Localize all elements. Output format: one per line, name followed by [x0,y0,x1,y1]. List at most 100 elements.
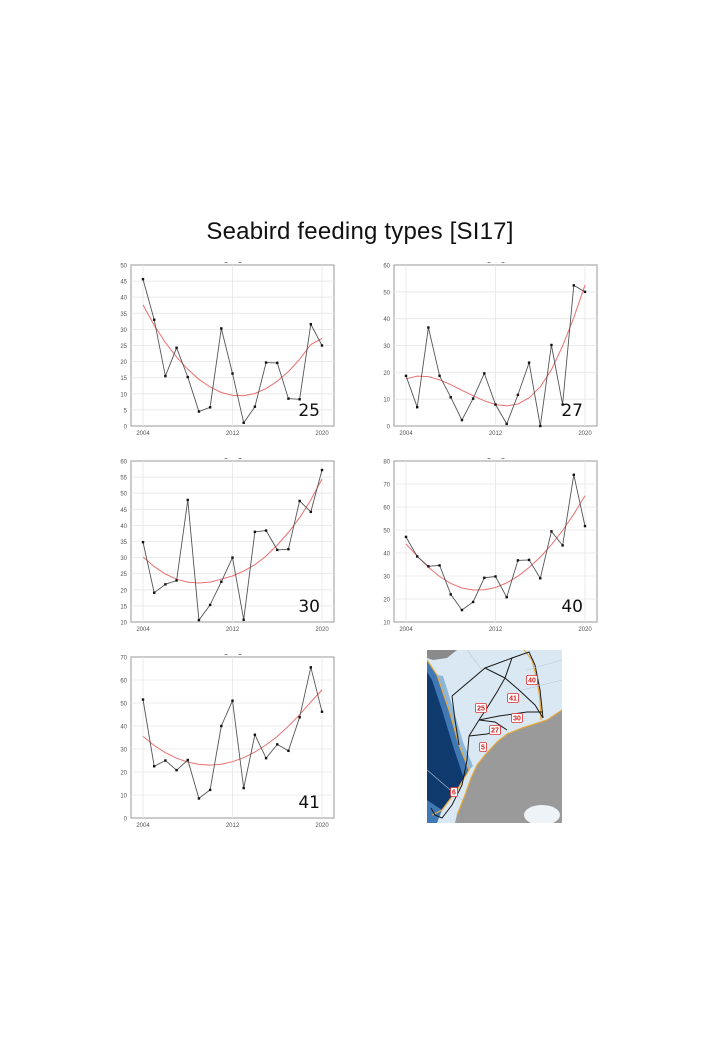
data-point [287,749,290,753]
y-tick-label: 50 [120,264,127,270]
map-area-label: 41 [509,696,517,703]
y-tick-label: 20 [383,371,390,377]
page-title: Seabird feeding types [SI17] [206,218,514,245]
data-point [320,344,324,347]
y-tick-label: 20 [120,360,127,366]
map-area-badge [489,725,501,735]
map-area-badge [450,787,458,797]
data-point [320,710,324,713]
data-point [415,555,419,558]
y-tick-label: 80 [383,460,390,466]
data-point [494,575,497,578]
data-point [583,524,587,528]
data-point [287,397,290,400]
chart-area-40: 10 20 30 40 50 60 70 80 2004 2012 2020 40 [383,458,598,633]
data-point [264,361,268,364]
y-tick-label: 5 [124,408,128,414]
data-point [231,556,234,559]
data-point [208,788,212,792]
data-point [550,530,553,533]
data-point [527,361,531,364]
y-tick-label: 15 [120,376,127,382]
y-tick-label: 0 [387,425,391,431]
data-point [208,406,212,409]
data-point [186,375,189,379]
y-tick-label: 30 [383,344,390,350]
y-tick-label: 15 [120,604,127,610]
y-tick-label: 40 [120,296,127,302]
data-point [141,698,145,701]
map-area-label: 40 [528,678,536,685]
x-tick-label: 2020 [315,431,329,437]
y-tick-label: 20 [383,598,390,604]
data-point [276,361,279,365]
y-tick-label: 60 [120,679,127,685]
x-tick-label: 2012 [489,431,503,437]
area-label: 40 [561,597,583,617]
data-point [242,421,245,424]
map-area-badge [475,703,487,713]
data-point [516,559,520,562]
data-point [287,548,290,551]
map-area-badge [507,693,519,703]
y-tick-label: 25 [120,344,127,350]
data-point [427,565,430,568]
y-tick-label: 40 [120,725,127,731]
data-point [242,618,245,621]
data-point [141,540,145,544]
x-tick-label: 2004 [136,823,150,829]
data-point [242,786,245,790]
y-tick-label: 40 [383,317,390,323]
y-tick-label: 60 [383,506,390,512]
data-point [164,759,167,762]
data-point [309,666,313,669]
data-point [298,499,301,503]
map-area-label: 25 [477,706,485,713]
data-point [404,374,408,378]
y-tick-label: 10 [383,398,390,404]
data-point [471,397,475,400]
data-point [298,716,301,719]
data-point [494,403,497,406]
data-point [572,284,576,287]
data-point [550,343,553,347]
data-point [264,529,268,532]
data-point [231,372,234,375]
y-tick-label: 35 [120,540,127,546]
y-tick-label: 50 [120,702,127,708]
y-tick-label: 50 [383,529,390,535]
y-tick-label: 45 [120,508,127,514]
x-tick-label: 2020 [578,431,592,437]
y-tick-label: 25 [120,572,127,578]
y-tick-label: 30 [383,575,390,581]
y-tick-label: 35 [120,312,127,318]
y-tick-label: 30 [120,748,127,754]
data-point [208,603,212,607]
x-tick-label: 2004 [136,431,150,437]
y-tick-label: 45 [120,280,127,286]
x-tick-label: 2012 [226,823,240,829]
area-label: 27 [561,401,583,421]
map-area-label: 27 [491,728,499,735]
data-point [253,733,257,736]
y-tick-label: 0 [124,817,128,823]
data-point [449,593,452,596]
data-point [276,548,279,552]
map-area-badge [526,675,538,685]
y-tick-label: 60 [120,460,127,466]
data-point [539,424,542,428]
chart-area-27: 0 10 20 30 40 50 60 2004 2012 2020 27 [383,262,598,437]
x-tick-label: 2004 [136,627,150,633]
data-point [539,577,542,580]
y-tick-label: 70 [383,483,390,489]
trend-line [142,304,323,397]
y-tick-label: 0 [124,425,128,431]
data-point [438,374,441,378]
x-tick-label: 2004 [399,627,413,633]
y-tick-label: 30 [120,328,127,334]
data-point [186,498,189,502]
area-label: 25 [298,401,320,421]
y-tick-label: 10 [120,794,127,800]
chart-svg: 0 10 20 30 40 50 60 70 2004 2012 2020 41 [120,654,335,829]
data-point [175,579,178,582]
